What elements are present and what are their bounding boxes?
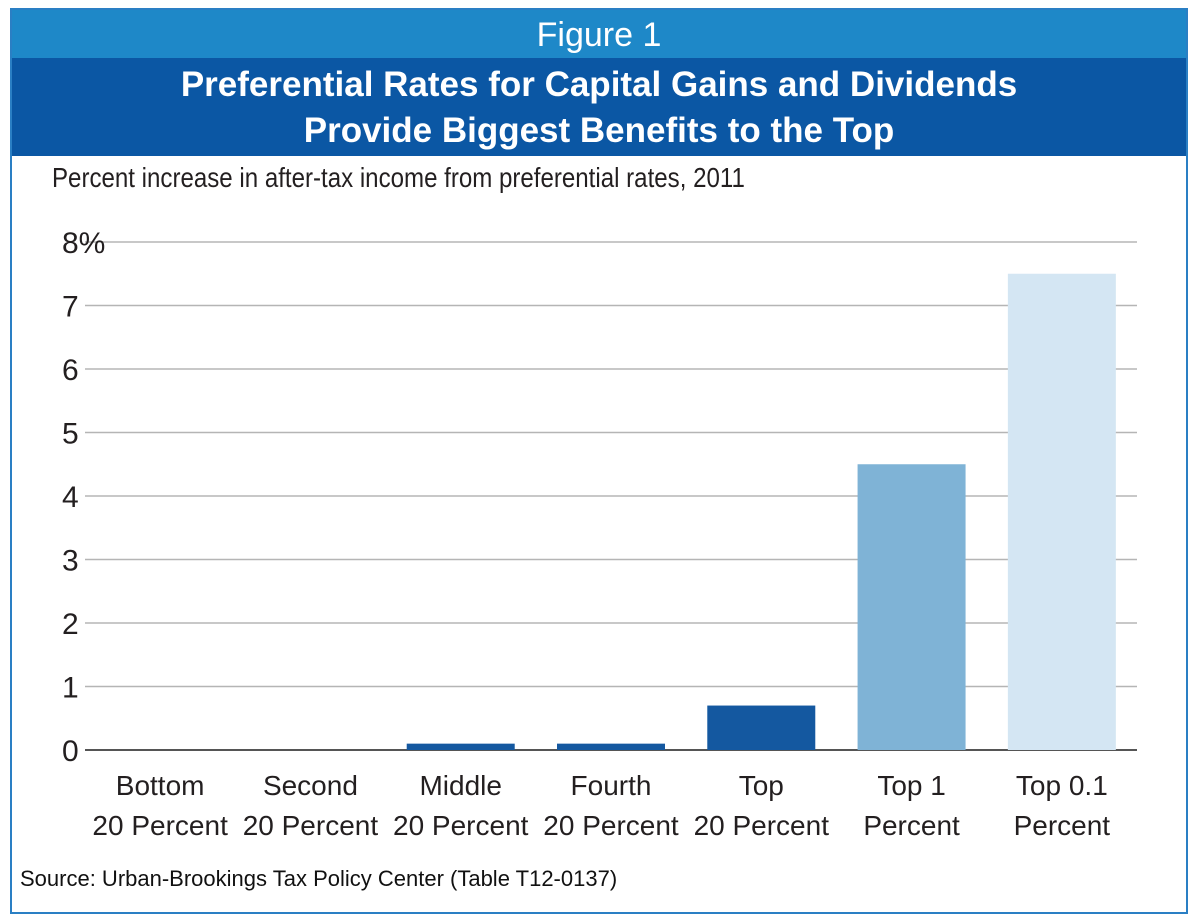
x-tick-label: Top — [739, 770, 784, 801]
chart-subtitle: Percent increase in after-tax income fro… — [52, 162, 745, 193]
bar — [557, 743, 665, 750]
y-tick-label: 3 — [62, 545, 79, 578]
x-tick-label: Top 0.1 — [1016, 770, 1108, 801]
x-tick-label: 20 Percent — [543, 810, 679, 841]
bar — [406, 743, 515, 750]
source-note: Source: Urban-Brookings Tax Policy Cente… — [20, 866, 618, 891]
x-tick-label: Top 1 — [877, 770, 946, 801]
x-tick-label: Second — [263, 770, 358, 801]
x-tick-label: Percent — [863, 810, 960, 841]
y-tick-label: 5 — [62, 418, 79, 451]
x-tick-label: 20 Percent — [92, 810, 228, 841]
chart-title-line-1: Preferential Rates for Capital Gains and… — [180, 65, 1018, 104]
y-tick-label: 4 — [62, 481, 79, 514]
y-tick-label: 7 — [62, 291, 79, 324]
chart-title-band: Preferential Rates for Capital Gains and… — [12, 58, 1186, 156]
y-tick-label: 0 — [62, 735, 79, 768]
bar — [707, 705, 816, 750]
x-tick-label: Fourth — [571, 770, 652, 801]
bar — [857, 464, 966, 750]
x-tick-label: 20 Percent — [243, 810, 379, 841]
x-tick-label: Middle — [419, 770, 501, 801]
x-tick-label: Bottom — [116, 770, 205, 801]
y-tick-label: 1 — [62, 672, 79, 705]
y-tick-label: 8% — [62, 227, 105, 260]
x-tick-label: 20 Percent — [694, 810, 830, 841]
y-tick-label: 6 — [62, 354, 79, 387]
bar — [1007, 273, 1116, 750]
y-tick-label: 2 — [62, 608, 79, 641]
x-tick-label: Percent — [1014, 810, 1111, 841]
chart-title-line-2: Provide Biggest Benefits to the Top — [303, 111, 895, 150]
figure-label: Figure 1 — [12, 10, 1186, 58]
figure-frame: Figure 1 Preferential Rates for Capital … — [10, 8, 1188, 914]
x-tick-label: 20 Percent — [393, 810, 529, 841]
